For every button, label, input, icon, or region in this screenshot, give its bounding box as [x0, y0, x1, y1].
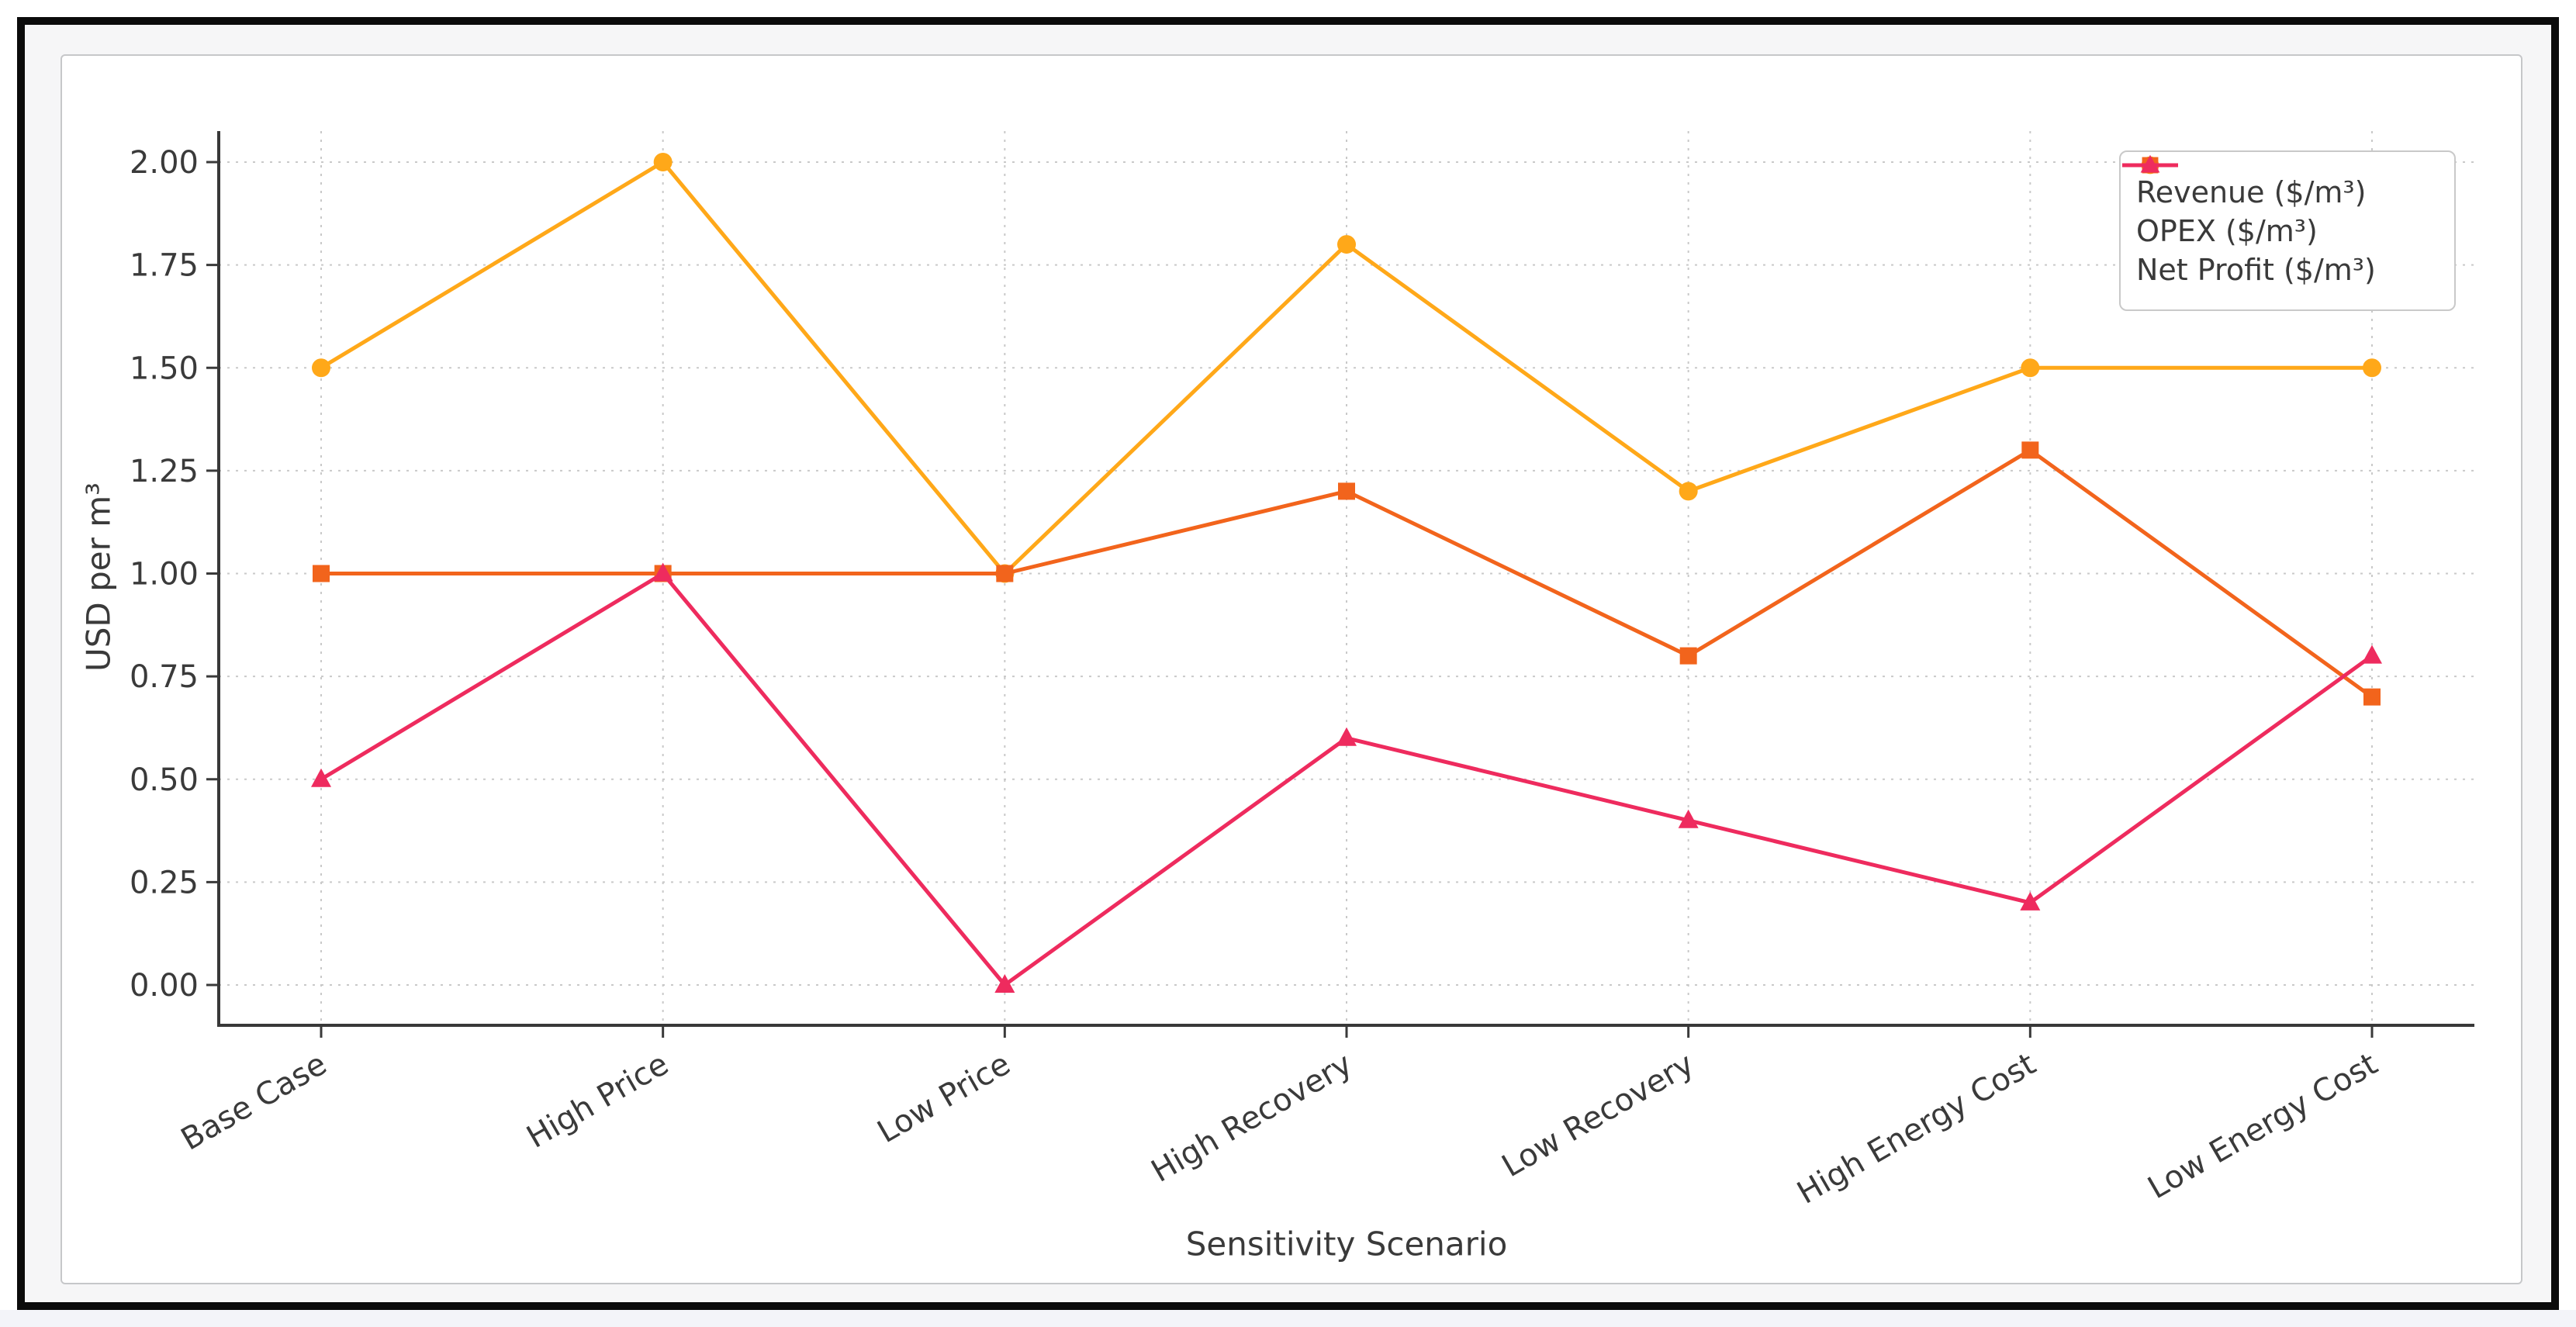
circle-marker	[1679, 482, 1698, 501]
triangle-marker	[311, 768, 331, 787]
triangle-marker	[1678, 809, 1699, 828]
triangle-marker	[1336, 727, 1357, 746]
y-tick-label: 1.50	[130, 351, 199, 386]
circle-marker	[312, 358, 330, 378]
x-tick-label: Base Case	[175, 1046, 333, 1158]
y-axis-title: USD per m³	[79, 482, 118, 672]
square-marker	[996, 565, 1014, 582]
triangle-marker	[2362, 644, 2382, 664]
y-tick-label: 1.00	[130, 557, 199, 593]
y-tick-label: 0.75	[130, 659, 199, 695]
legend-label: Net Profit ($/m³)	[2136, 252, 2376, 287]
square-marker	[1679, 647, 1697, 665]
legend-item: Revenue ($/m³)	[2122, 156, 2454, 209]
circle-marker	[2363, 358, 2381, 378]
x-tick-label: High Recovery	[1146, 1046, 1358, 1190]
x-tick-label: Low Price	[872, 1046, 1017, 1150]
square-marker	[313, 565, 330, 582]
legend-sample	[2122, 154, 2178, 173]
x-axis-title: Sensitivity Scenario	[1185, 1225, 1508, 1263]
legend-label: Revenue ($/m³)	[2136, 175, 2367, 209]
square-marker	[1338, 482, 1355, 500]
triangle-marker	[2020, 891, 2041, 911]
legend-item: Net Profit ($/m³)	[2122, 154, 2454, 287]
x-tick-label: High Price	[521, 1046, 675, 1156]
circle-marker	[653, 153, 673, 171]
legend-label: OPEX ($/m³)	[2136, 213, 2318, 248]
y-tick-label: 0.50	[130, 762, 199, 798]
legend: Revenue ($/m³) OPEX ($/m³) Net Profit ($/m…	[2119, 150, 2456, 311]
sensitivity-line-chart: 0.00 0.25 0.50 0.75 1.00 1.25 1.50 1.75 2.00 Base…	[130, 131, 2474, 1211]
triangle-marker	[2140, 154, 2160, 173]
y-tick-label: 0.25	[130, 865, 199, 900]
x-tick-label: High Energy Cost	[1791, 1046, 2042, 1211]
triangle-marker	[994, 974, 1015, 993]
y-tick-label: 0.00	[130, 968, 199, 1004]
circle-marker	[2021, 358, 2040, 378]
figure-frame: 0.00 0.25 0.50 0.75 1.00 1.25 1.50 1.75 2.00 Base…	[17, 17, 2559, 1310]
y-tick-label: 2.00	[130, 145, 199, 181]
y-tick-label: 1.75	[130, 248, 199, 284]
bottom-strip	[0, 1310, 2576, 1327]
x-tick-label: Low Recovery	[1496, 1046, 1700, 1184]
x-tick-label: Low Energy Cost	[2142, 1046, 2384, 1206]
square-marker	[2363, 688, 2381, 706]
figure-card: 0.00 0.25 0.50 0.75 1.00 1.25 1.50 1.75 2.00 Base…	[61, 54, 2522, 1284]
legend-item: OPEX ($/m³)	[2122, 157, 2454, 248]
circle-marker	[1337, 235, 1356, 254]
square-marker	[2021, 441, 2039, 459]
y-tick-label: 1.25	[130, 454, 199, 489]
triangle-marker	[652, 562, 673, 582]
